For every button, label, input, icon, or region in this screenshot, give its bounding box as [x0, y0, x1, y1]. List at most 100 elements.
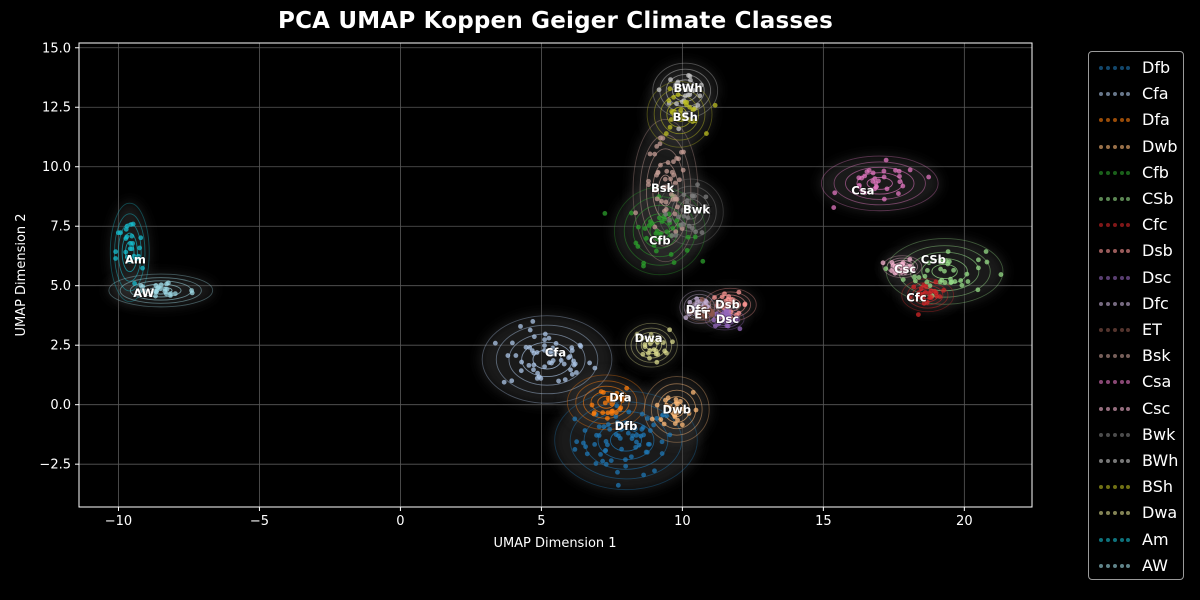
data-point-Dsb — [736, 310, 742, 316]
data-point-CSb — [938, 266, 943, 272]
density-contour — [481, 315, 613, 404]
data-point-Dfc — [694, 296, 700, 302]
y-tick-label: 0.0 — [50, 398, 71, 413]
data-point-CSb — [983, 249, 989, 254]
data-point-Dfb — [644, 416, 650, 421]
data-point-Dwb — [672, 421, 678, 427]
data-point-Bsk — [671, 159, 676, 165]
data-point-Am — [130, 240, 135, 246]
data-point-Cfc — [922, 290, 928, 295]
cluster-label-Dwa: Dwa — [635, 331, 663, 345]
data-point-Dfb — [628, 454, 634, 460]
data-point-Csc — [889, 260, 895, 265]
legend-item-BSh: BSh — [1089, 474, 1185, 498]
data-point-CSb — [976, 265, 981, 271]
data-point-Dfc — [683, 315, 689, 321]
data-point-Bwk — [681, 192, 687, 198]
data-point-BSh — [667, 86, 673, 92]
data-point-Cfb — [656, 215, 662, 221]
data-point-BSh — [678, 111, 684, 117]
data-point-AW — [153, 289, 159, 295]
density-contour — [657, 178, 724, 246]
data-point-Am — [113, 249, 119, 255]
data-point-Csa — [864, 169, 870, 175]
data-point-Csc — [900, 262, 905, 268]
data-point-Csa — [859, 188, 864, 193]
data-point-Dfb — [572, 447, 578, 452]
data-point-Dsc — [725, 323, 731, 329]
data-point-Dwb — [674, 405, 679, 411]
data-point-Bsk — [677, 177, 682, 183]
legend-swatch — [1099, 197, 1130, 201]
data-point-Bsk — [658, 162, 663, 168]
data-point-Dwa — [670, 339, 675, 345]
data-point-Dfb — [640, 425, 646, 430]
data-point-Csa — [893, 167, 898, 173]
data-point-Dwa — [655, 340, 660, 345]
data-point-BWh — [668, 77, 673, 83]
data-point-Dfb — [634, 439, 639, 445]
legend-item-ET: ET — [1089, 317, 1185, 341]
data-point-Dsc — [723, 313, 729, 319]
data-point-CSb — [952, 279, 958, 284]
data-point-CSb — [948, 276, 953, 282]
legend-swatch — [1099, 275, 1130, 280]
data-point-Bwk — [693, 229, 699, 235]
data-point-CSb — [942, 268, 947, 274]
data-point-Dfb — [574, 439, 580, 445]
cluster-label-Csc: Csc — [894, 262, 916, 276]
data-point-Cfb — [671, 260, 677, 265]
data-point-AW — [172, 291, 178, 297]
data-point-Dfb — [583, 444, 588, 450]
data-point-Bsk — [646, 182, 651, 188]
data-point-Bwk — [680, 221, 686, 227]
data-point-Dfb — [594, 432, 599, 438]
data-point-Cfb — [658, 231, 664, 237]
data-point-Cfb — [655, 237, 661, 243]
legend-label: Bsk — [1142, 346, 1171, 366]
data-point-Cfc — [941, 287, 947, 293]
density-contour — [566, 374, 646, 431]
data-point-CSb — [976, 257, 981, 263]
data-point-Dfb — [623, 457, 628, 463]
data-point-Dwa — [654, 359, 660, 365]
data-point-Csc — [899, 269, 904, 275]
data-point-AW — [165, 280, 171, 286]
data-point-AW — [168, 293, 173, 298]
data-point-BSh — [675, 92, 681, 98]
data-point-Dfa — [602, 400, 608, 406]
data-point-Dfa — [614, 390, 620, 396]
data-point-Am — [115, 230, 121, 236]
data-point-Cfb — [692, 234, 698, 240]
data-point-Dwb — [686, 410, 692, 416]
data-point-Bsk — [633, 210, 639, 216]
legend-item-Dwa: Dwa — [1089, 500, 1185, 524]
data-point-Bsk — [665, 160, 671, 165]
data-point-Csc — [893, 266, 899, 272]
data-point-BSh — [704, 131, 709, 136]
data-point-Cfb — [662, 216, 667, 222]
data-point-Bsk — [662, 176, 668, 182]
data-point-Dsb — [736, 289, 742, 295]
data-point-Dfb — [614, 403, 620, 409]
data-point-Am — [127, 246, 133, 252]
y-tick-label: 10.0 — [42, 160, 71, 175]
cluster-label-ET: ET — [694, 307, 710, 321]
data-point-Dwb — [667, 404, 673, 410]
data-point-CSb — [948, 280, 954, 286]
legend-item-AW: AW — [1089, 553, 1185, 577]
data-point-Dwa — [660, 340, 666, 345]
data-point-Dsc — [737, 326, 743, 332]
legend-item-Dfc: Dfc — [1089, 291, 1185, 315]
data-point-Dsc — [711, 317, 717, 323]
data-point-Bwk — [695, 182, 700, 188]
data-point-Dfb — [613, 432, 619, 437]
data-point-Dsb — [720, 304, 726, 310]
data-point-Dfb — [596, 424, 602, 430]
data-point-Dfa — [605, 410, 611, 416]
data-point-Csa — [896, 168, 902, 174]
data-point-CSb — [958, 278, 964, 283]
data-point-ET — [709, 311, 714, 317]
data-point-BSh — [666, 98, 672, 103]
cluster-label-Dsb: Dsb — [715, 298, 740, 312]
